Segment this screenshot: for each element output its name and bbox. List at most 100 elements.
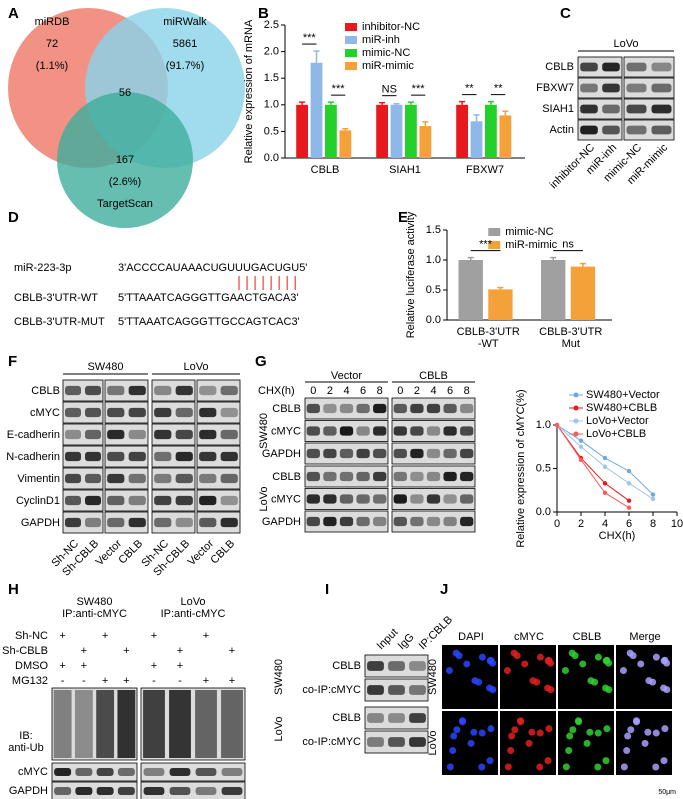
legend-marker — [573, 431, 579, 437]
y-tick-label: 1.5 — [426, 224, 441, 236]
cell — [478, 763, 486, 771]
y-tick-label: 1.0 — [536, 419, 551, 431]
blot-band — [323, 403, 337, 414]
row-label: Actin — [550, 124, 574, 136]
time-label: 0 — [310, 385, 316, 397]
blot-band — [117, 768, 135, 776]
legend-swatch — [345, 62, 357, 70]
time-label: 8 — [377, 385, 383, 397]
blot-band — [626, 83, 647, 93]
blot-band — [323, 516, 337, 527]
blot-panel — [577, 77, 623, 99]
significance-label: ** — [494, 83, 503, 95]
blot-panel — [196, 401, 241, 424]
panel-label: G — [255, 353, 267, 370]
ib-label: IB: — [19, 730, 32, 742]
blot-band — [128, 407, 146, 418]
bar — [325, 104, 337, 158]
bar — [488, 289, 513, 320]
blot-band — [426, 426, 441, 436]
row-label: cMYC — [18, 766, 48, 778]
cell — [525, 739, 533, 747]
blot-smear — [221, 690, 243, 758]
blot-panel — [391, 510, 476, 533]
legend-label: LoVo+CBLB — [586, 428, 646, 440]
y-tick-label: 2.5 — [264, 19, 279, 31]
y-tick-label: 0.5 — [264, 125, 279, 137]
blot-band — [65, 473, 81, 484]
cell — [660, 757, 668, 765]
sequence-label: miR-223-3p — [14, 262, 71, 274]
cell — [529, 677, 537, 685]
blot-panel — [140, 762, 246, 782]
blot-panel — [623, 119, 675, 141]
blot-panel — [391, 420, 476, 442]
treatment-mark: + — [102, 675, 108, 687]
blot-band — [409, 713, 426, 723]
blot-panel — [623, 98, 675, 120]
legend-swatch — [488, 241, 501, 249]
cell — [663, 686, 671, 694]
y-tick-label: 0.0 — [264, 152, 279, 164]
x-tick-label: 6 — [626, 518, 632, 530]
legend-label: LoVo+Vector — [586, 415, 649, 427]
blot-band — [409, 661, 426, 671]
venn-name: miRWalk — [163, 16, 207, 28]
panel-label: I — [325, 581, 329, 598]
venn-name: miRDB — [35, 16, 70, 28]
cell — [645, 677, 653, 685]
cell — [458, 717, 466, 725]
blot-band — [143, 768, 165, 776]
cell — [566, 732, 574, 740]
sequence: 5'TTAAATCAGGGTTG — [118, 316, 230, 328]
blot-band — [356, 471, 370, 482]
venn-count: 72 — [46, 38, 58, 50]
cell — [503, 667, 511, 675]
sequence-site: UUGACUGU — [235, 262, 299, 274]
time-label: 4 — [343, 385, 349, 397]
treatment-mark: + — [123, 645, 129, 657]
x-tick-label: 10 — [671, 518, 683, 530]
treatment-mark: + — [59, 630, 65, 642]
blot-band — [426, 448, 441, 459]
treatment-mark: + — [59, 660, 65, 672]
blot-band — [580, 125, 598, 135]
blot-band — [443, 516, 457, 527]
bar — [458, 260, 483, 320]
row-label: CyclinD1 — [16, 495, 60, 507]
blot-band — [339, 426, 354, 436]
blot-band — [410, 471, 424, 482]
blot-band — [409, 685, 426, 695]
blot-band — [128, 517, 146, 528]
cell — [478, 653, 486, 661]
cell — [471, 677, 479, 685]
y-tick-label: 1.5 — [264, 72, 279, 84]
blot-band — [460, 426, 474, 436]
significance-label: *** — [479, 239, 493, 251]
time-label: 2 — [414, 385, 420, 397]
legend-label: miR-inh — [362, 34, 400, 46]
blot-band — [85, 385, 101, 396]
significance-label: *** — [412, 83, 426, 95]
sequence-end: 3' — [290, 292, 298, 304]
blot-band — [323, 426, 337, 436]
blot-band — [323, 471, 337, 482]
bar — [419, 126, 432, 158]
blot-band — [195, 768, 217, 776]
legend-swatch — [345, 36, 357, 44]
treatment-mark: + — [151, 660, 157, 672]
cell — [521, 660, 529, 668]
blot-band — [356, 494, 370, 504]
cell — [644, 728, 652, 736]
bar — [376, 104, 389, 158]
blot-band — [220, 385, 238, 396]
blot-band — [143, 787, 165, 795]
legend-label: mimic-NC — [505, 226, 553, 238]
cell — [605, 659, 613, 667]
cell — [547, 686, 555, 694]
significance-label: NS — [382, 84, 397, 96]
blot-panel — [104, 467, 149, 490]
blot-panel — [196, 467, 241, 490]
cell — [516, 717, 524, 725]
blot-band — [220, 451, 238, 462]
